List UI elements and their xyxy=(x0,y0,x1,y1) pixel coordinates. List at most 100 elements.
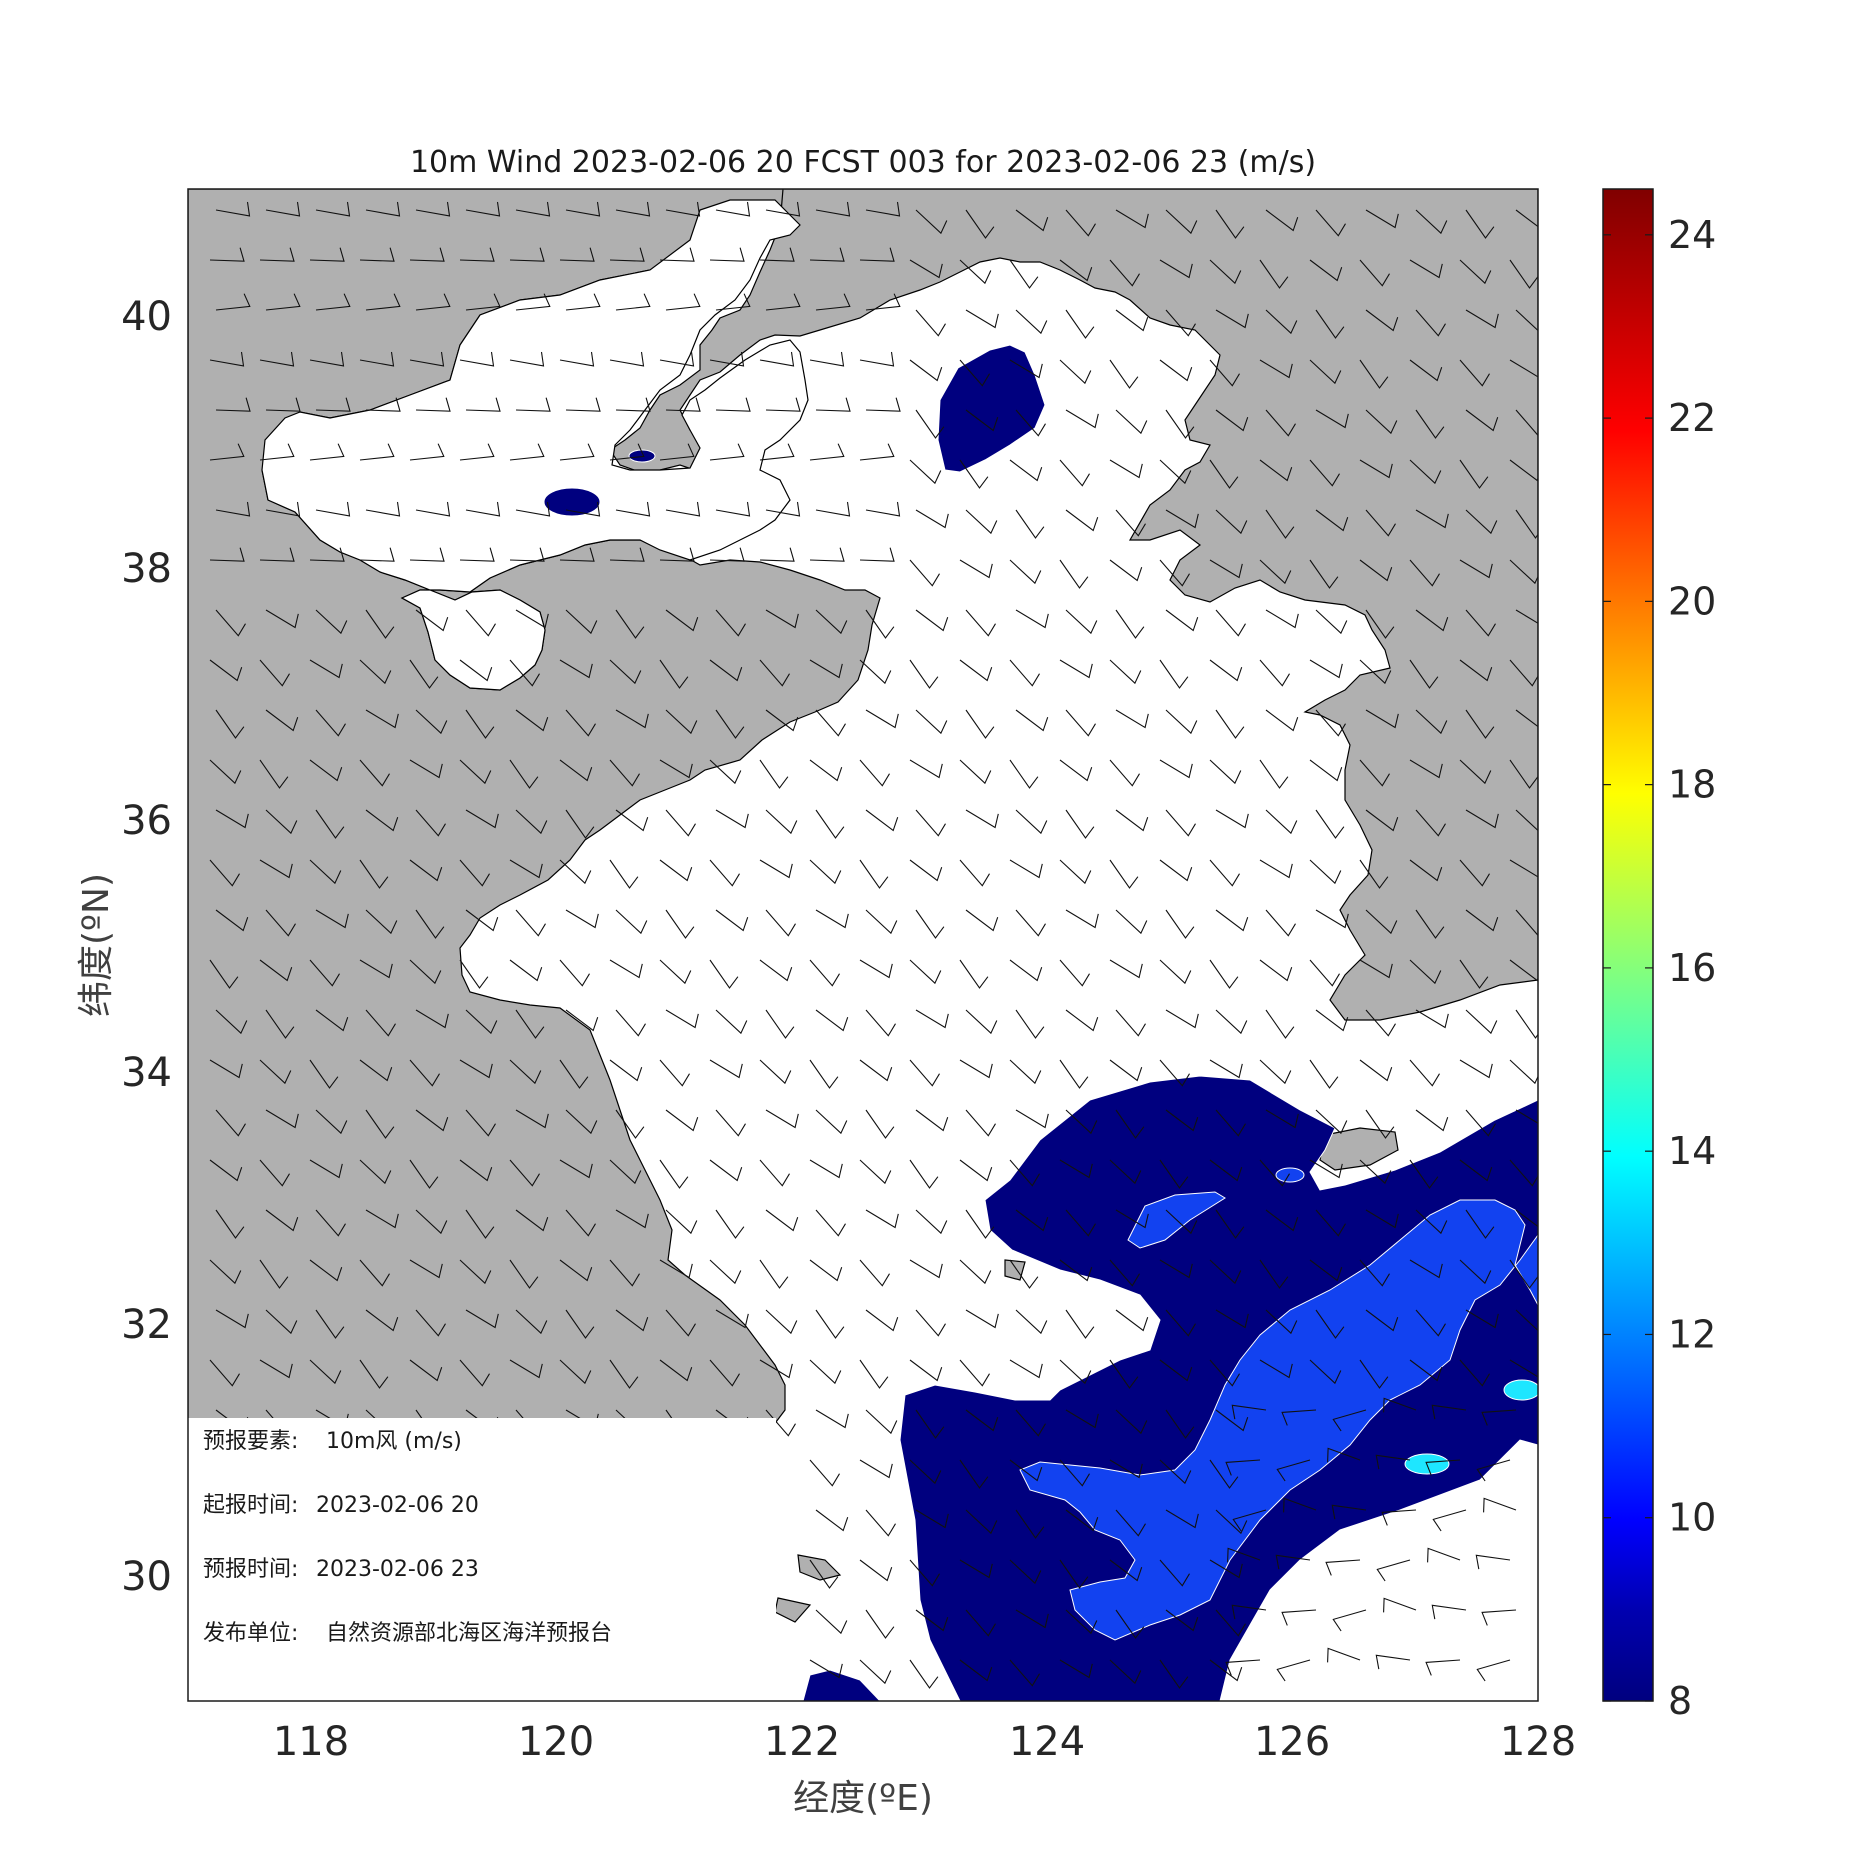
wind-barb xyxy=(665,709,698,735)
wind-barb xyxy=(1215,1209,1245,1239)
wind-barb xyxy=(715,709,745,739)
wind-barb xyxy=(1309,659,1343,679)
wind-barb xyxy=(1059,559,1089,589)
wind-barb xyxy=(1215,809,1249,829)
wind-barb xyxy=(609,247,645,262)
wind-barb xyxy=(1015,409,1046,437)
wind-barb xyxy=(359,1059,393,1082)
wind-barb xyxy=(259,247,295,262)
wind-barb xyxy=(1483,1497,1517,1513)
wind-barb xyxy=(815,1109,848,1135)
wind-barb xyxy=(1509,1359,1538,1378)
wind-barb xyxy=(659,1259,693,1279)
y-tick-38: 38 xyxy=(121,546,172,592)
wind-barb xyxy=(1315,1009,1349,1032)
wind-barb xyxy=(259,959,293,982)
wind-barb xyxy=(1231,1404,1267,1420)
wind-barb xyxy=(409,1059,440,1087)
wind-barb xyxy=(515,201,551,217)
wind-barb xyxy=(359,959,393,979)
wind-barb xyxy=(1409,1259,1443,1279)
wind-barb xyxy=(415,809,446,837)
colorbar-tick-label: 10 xyxy=(1668,1496,1716,1540)
wind-barb xyxy=(459,351,495,367)
wind-barb xyxy=(1009,659,1040,687)
wind-barb xyxy=(1459,1159,1493,1182)
wind-barb xyxy=(665,909,695,939)
wind-barb xyxy=(415,501,451,517)
wind-barb xyxy=(515,909,546,937)
wind-barb xyxy=(515,1309,548,1335)
wind-barb xyxy=(1209,1259,1242,1285)
wind-barb xyxy=(515,1209,549,1232)
wind-barb xyxy=(609,547,645,562)
wind-barb xyxy=(959,559,993,579)
wind-barb xyxy=(1159,459,1192,485)
wind-barb xyxy=(359,1359,389,1389)
wind-barb xyxy=(609,659,642,685)
wind-barb xyxy=(1015,1409,1046,1437)
wind-barb xyxy=(415,293,451,311)
wind-barb xyxy=(1415,409,1445,439)
wind-barb xyxy=(1215,1409,1249,1432)
wind-barb xyxy=(1459,559,1493,579)
wind-barb xyxy=(1515,1209,1538,1228)
wind-barb xyxy=(1431,1404,1467,1420)
wind-barb xyxy=(1509,859,1538,878)
wind-barb xyxy=(1481,1609,1517,1626)
wind-barb xyxy=(909,259,943,279)
wind-barb xyxy=(565,397,601,412)
wind-barb xyxy=(859,351,895,367)
wind-barb xyxy=(659,547,695,562)
wind-barb xyxy=(365,1109,395,1139)
wind-barb xyxy=(865,397,901,412)
wind-barb xyxy=(1009,559,1042,585)
wind-barb xyxy=(1309,859,1342,885)
wind-barb xyxy=(759,1159,790,1187)
wind-barb xyxy=(1159,359,1193,382)
wind-barb xyxy=(1415,1309,1446,1337)
wind-barb xyxy=(515,709,549,732)
wind-barb xyxy=(809,1459,840,1487)
wind-barb xyxy=(1365,1309,1399,1332)
wind-barb xyxy=(659,859,693,882)
wind-barb xyxy=(959,659,993,682)
wind-barb xyxy=(1415,909,1445,939)
wind-barb xyxy=(1159,1559,1190,1587)
wind-barb xyxy=(1415,1009,1449,1029)
wind-barb xyxy=(915,209,948,235)
wind-barb xyxy=(1365,609,1395,639)
wind-barb xyxy=(365,1309,399,1332)
wind-barb xyxy=(1415,309,1446,337)
wind-barb xyxy=(915,1109,949,1132)
wind-barb xyxy=(1115,1009,1146,1037)
wind-barb xyxy=(609,859,639,889)
wind-barb xyxy=(1015,909,1046,937)
wind-barb xyxy=(1459,759,1492,785)
wind-barb xyxy=(365,501,401,517)
wind-barb xyxy=(1309,259,1343,282)
wind-barb xyxy=(1059,1059,1089,1089)
wind-barb xyxy=(909,1459,942,1485)
wind-barb xyxy=(1515,309,1538,332)
wind-barb xyxy=(1365,809,1399,832)
wind-barb xyxy=(709,959,739,989)
wind-barb xyxy=(909,1059,940,1087)
wind-barb xyxy=(459,859,490,887)
wind-barb xyxy=(459,959,489,989)
y-axis-label: 纬度(ºN) xyxy=(76,873,117,1017)
wind-barb xyxy=(1409,659,1439,689)
wind-barb xyxy=(459,1259,492,1285)
wind-barb xyxy=(959,1059,993,1079)
wind-barb xyxy=(1465,309,1499,329)
wind-barb xyxy=(559,1259,593,1282)
wind-barb xyxy=(765,1009,795,1039)
colorbar: 24 22 20 18 16 14 12 10 8 xyxy=(1602,188,1716,1723)
wind-barb xyxy=(1165,309,1196,337)
wind-barb xyxy=(1065,1609,1098,1635)
wind-barb xyxy=(815,293,851,311)
wind-barb xyxy=(959,459,989,489)
wind-barb xyxy=(1159,859,1193,882)
wind-barb xyxy=(259,859,293,879)
wind-barb xyxy=(709,1259,742,1285)
